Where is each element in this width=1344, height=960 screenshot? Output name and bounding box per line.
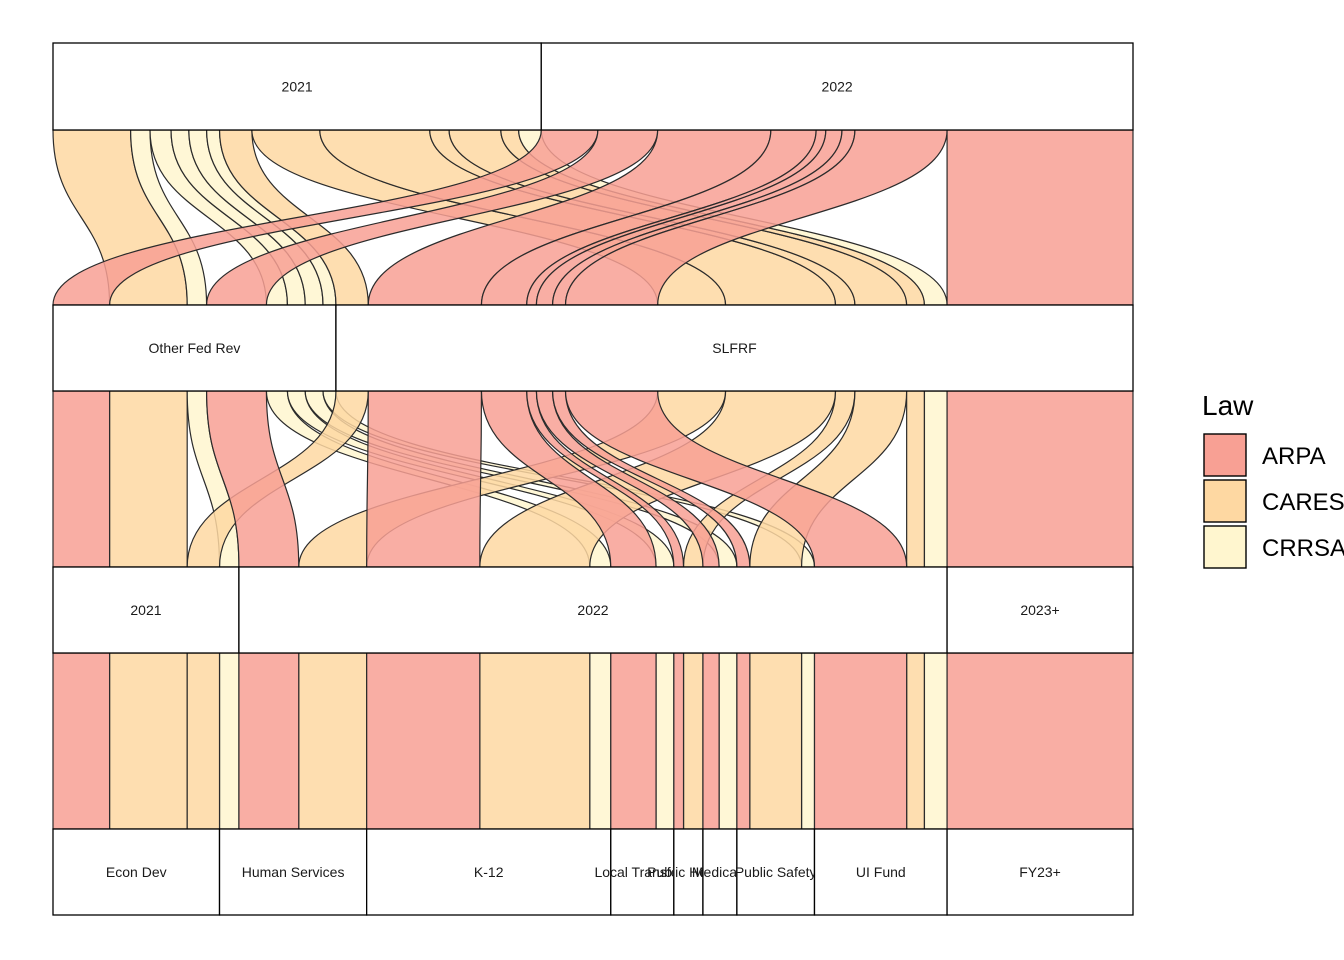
flow-arpa-2-18 [702,652,720,830]
stratum-label-0-1: 2022 [822,79,853,95]
flow-cares-1-11 [906,390,926,568]
flow-arpa-1-15 [366,390,483,568]
flow-cares-2-0 [108,652,188,830]
stratum-2-2023- [946,566,1134,654]
flow-crrsa-2-12 [923,652,948,830]
flow-cares-2-6 [186,652,221,830]
flow-arpa-2-19 [736,652,751,830]
stratum-label-2-1: 2022 [577,602,608,618]
stratum-3-public-safety [736,828,816,916]
stratum-3-ui-fund [813,828,948,916]
flow-arpa-1-13 [52,390,111,568]
stratum-3-public-health [673,828,704,916]
stratum-2-2021 [52,566,240,654]
flow-arpa-2-20 [813,652,908,830]
flow-crrsa-2-1 [218,652,240,830]
stratum-1-other-fed-rev [52,304,337,392]
stratum-2-2022 [238,566,948,654]
flow-cares-2-8 [479,652,591,830]
stratum-3-medicaid [702,828,738,916]
flow-arpa-1-21 [946,390,1134,568]
flow-crrsa-2-5 [800,652,816,830]
legend-label-crrsa: CRRSA [1262,535,1344,562]
flow-cares-2-11 [906,652,926,830]
stratum-label-1-1: SLFRF [712,340,756,356]
legend: Law ARPA CARES CRRSA [1202,390,1344,569]
flow-cares-2-9 [682,652,704,830]
stratum-label-2-2: 2023+ [1020,602,1059,618]
flows-layer [52,129,1134,830]
flow-cares-2-10 [749,652,803,830]
stratum-label-3-6: Public Safety [735,864,817,880]
flow-crrsa-2-4 [718,652,738,830]
legend-label-cares: CARES [1262,489,1344,516]
stratum-3-econ-dev [52,828,221,916]
legend-title: Law [1202,390,1254,421]
flow-arpa-2-15 [366,652,481,830]
stratum-label-0-0: 2021 [282,79,313,95]
flow-crrsa-1-12 [923,390,948,568]
legend-key-cares [1203,479,1247,523]
stratum-label-3-7: UI Fund [856,864,906,880]
flow-arpa-2-13 [52,652,111,830]
stratum-0-2021 [52,42,542,131]
stratum-label-2-0: 2021 [130,602,161,618]
stratum-0-2022 [540,42,1134,131]
flow-cares-1-0 [108,390,188,568]
flow-arpa-2-14 [238,652,300,830]
stratum-1-slfrf [335,304,1134,392]
stratum-label-3-3: Local Transfers [594,864,690,880]
stratum-label-3-1: Human Services [242,864,345,880]
stratum-3-local-transfers [610,828,675,916]
flow-cares-2-7 [298,652,368,830]
stratum-label-1-0: Other Fed Rev [149,340,241,356]
stratum-label-3-5: Medicaid [692,864,748,880]
flow-arpa-2-17 [673,652,685,830]
legend-key-crrsa [1203,525,1247,569]
flow-crrsa-2-3 [655,652,675,830]
stratum-label-3-2: K-12 [474,864,504,880]
stratum-label-3-0: Econ Dev [106,864,167,880]
strata-layer: 2021 2022 Other Fed Rev SLFRF 2021 2022 2023+ E… [52,42,1134,916]
flow-arpa-2-21 [946,652,1134,830]
legend-key-arpa [1203,433,1247,477]
flow-arpa-2-16 [610,652,657,830]
flow-crrsa-2-2 [589,652,612,830]
flow-arpa-0-21 [946,129,1134,306]
stratum-label-3-8: FY23+ [1019,864,1061,880]
stratum-3-fy23- [946,828,1134,916]
legend-label-arpa: ARPA [1262,443,1326,470]
stratum-3-k-12 [366,828,612,916]
